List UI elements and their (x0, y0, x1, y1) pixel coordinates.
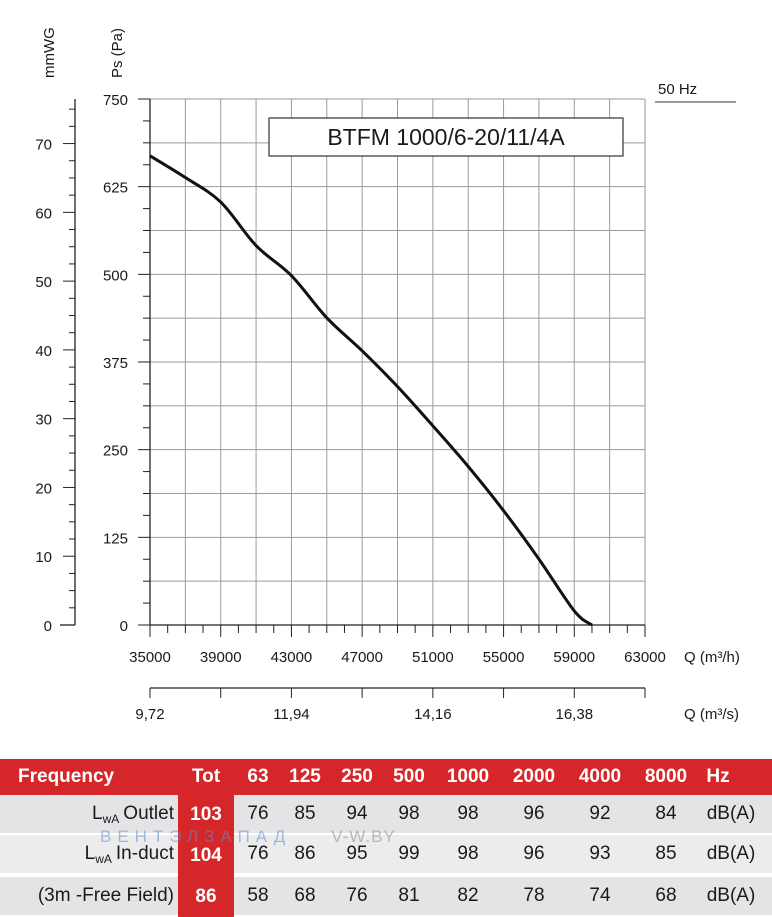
x-tick-label: 47000 (341, 649, 383, 666)
x-tick-label: 51000 (412, 649, 454, 666)
table-cell: 76 (247, 803, 269, 824)
table-cell: 95 (346, 843, 368, 864)
x2-tick-label: 14,16 (414, 706, 452, 723)
y-tick-label: 125 (103, 530, 128, 547)
table-cell: 98 (398, 803, 420, 824)
table-cell: 78 (523, 885, 545, 906)
fan-curve-chart: 35000 39000 43000 47000 51000 55000 59000 63000… (35, 27, 740, 723)
table-row-free-field: (3m -Free Field) 58 68 76 81 82 78 74 68… (0, 877, 772, 915)
y-tick-label: 250 (103, 443, 128, 460)
hz-label: 50 Hz (658, 81, 697, 98)
y2-tick-label: 10 (35, 549, 52, 566)
table-cell: 85 (294, 803, 316, 824)
chart-ticks: 35000 39000 43000 47000 51000 55000 59000 63000… (35, 92, 666, 723)
header-2000: 2000 (512, 766, 556, 787)
y2-tick-label: 70 (35, 137, 52, 154)
table-cell: 74 (589, 885, 611, 906)
y-axis-title-mmwg: mmWG (41, 27, 58, 78)
y-tick-label: 500 (103, 267, 128, 284)
x-tick-label: 43000 (271, 649, 313, 666)
table-cell: 76 (247, 843, 269, 864)
header-frequency: Frequency (18, 766, 115, 787)
table-cell: 96 (523, 843, 545, 864)
table-cell: 98 (457, 843, 479, 864)
table-cell: 94 (346, 803, 368, 824)
y2-tick-label: 40 (35, 343, 52, 360)
header-250: 250 (341, 766, 373, 787)
title-box (268, 117, 624, 157)
tot-induct: 104 (190, 845, 222, 866)
chart-title: BTFM 1000/6-20/11/4A (327, 124, 565, 150)
watermark: ВЕНТЭЛЗАПАД V-W.BY (100, 827, 396, 846)
y2-tick-label: 60 (35, 205, 52, 222)
table-cell: 99 (398, 843, 420, 864)
y-tick-label: 625 (103, 180, 128, 197)
header-63: 63 (247, 766, 269, 787)
y-tick-label: 0 (120, 618, 128, 635)
x2-tick-label: 9,72 (135, 706, 164, 723)
x2-tick-label: 16,38 (556, 706, 594, 723)
table-cell: 84 (655, 803, 677, 824)
x-axis-title-m3h: Q (m³/h) (684, 649, 740, 666)
table-cell: 98 (457, 803, 479, 824)
table-unit: dB(A) (706, 843, 756, 864)
header-500: 500 (393, 766, 425, 787)
tot-column: 103 104 86 (178, 795, 234, 917)
header-8000: 8000 (644, 766, 688, 787)
table-cell: 96 (523, 803, 545, 824)
table-cell: 58 (247, 885, 269, 906)
table-header-row: Frequency Tot 63 125 250 500 1000 2000 4… (0, 759, 772, 795)
y-tick-label: 375 (103, 355, 128, 372)
table-cell: 93 (589, 843, 611, 864)
table-cell: 76 (346, 885, 368, 906)
chart-axes (60, 99, 645, 689)
x-tick-label: 39000 (200, 649, 242, 666)
table-cell: 82 (457, 885, 479, 906)
y2-tick-label: 30 (35, 412, 52, 429)
table-cell: 92 (589, 803, 611, 824)
chart-grid (150, 98, 646, 625)
x-axis-title-m3s: Q (m³/s) (684, 706, 739, 723)
header-tot: Tot (191, 766, 221, 787)
pressure-curve-line (149, 154, 593, 627)
table-cell: 85 (655, 843, 677, 864)
y2-tick-label: 20 (35, 480, 52, 497)
tot-free-field: 86 (195, 886, 217, 907)
x-tick-label: 35000 (129, 649, 171, 666)
x-tick-label: 55000 (483, 649, 525, 666)
table-unit: dB(A) (706, 885, 756, 906)
y-tick-label: 750 (103, 92, 128, 109)
table-cell: 86 (294, 843, 316, 864)
table-unit: dB(A) (706, 803, 756, 824)
x2-tick-label: 11,94 (273, 706, 309, 723)
header-1000: 1000 (446, 766, 490, 787)
y2-tick-label: 0 (44, 618, 52, 635)
x-tick-label: 59000 (553, 649, 595, 666)
table-cell: 68 (294, 885, 316, 906)
sound-power-table: Frequency Tot 63 125 250 500 1000 2000 4… (0, 759, 772, 917)
y2-tick-label: 50 (35, 274, 52, 291)
y-axis-title-pa: Ps (Pa) (109, 28, 126, 78)
header-4000: 4000 (578, 766, 622, 787)
table-cell: 81 (398, 885, 420, 906)
table-cell: 68 (655, 885, 677, 906)
tot-outlet: 103 (190, 804, 222, 825)
header-hz: Hz (706, 766, 730, 787)
header-125: 125 (289, 766, 321, 787)
row-label: (3m -Free Field) (37, 885, 174, 906)
x-tick-label: 63000 (624, 649, 666, 666)
